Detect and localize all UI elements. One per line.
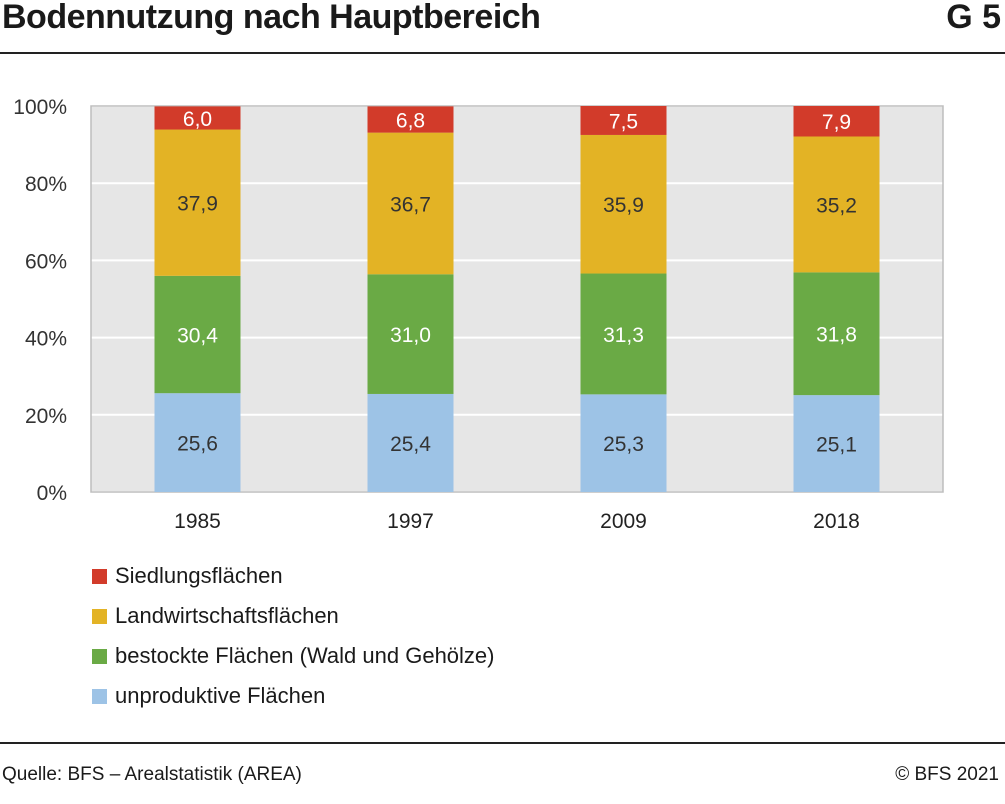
legend-swatch xyxy=(92,648,107,664)
legend-swatch xyxy=(92,688,107,704)
legend-swatch xyxy=(92,568,107,584)
bar-segment xyxy=(154,106,241,130)
bar-segment xyxy=(154,275,241,394)
data-label: 25,1 xyxy=(816,434,857,457)
bar-segment xyxy=(154,129,241,276)
top-rule xyxy=(0,52,1005,54)
bar-segment xyxy=(154,393,241,492)
data-label: 31,3 xyxy=(603,324,644,347)
bar-segment xyxy=(580,394,667,492)
legend-item: Landwirtschaftsflächen xyxy=(92,596,495,636)
source-note: Quelle: BFS – Arealstatistik (AREA) xyxy=(2,764,302,785)
legend-item: Siedlungsflächen xyxy=(92,556,495,596)
data-label: 25,4 xyxy=(390,433,431,456)
data-label: 7,5 xyxy=(609,110,638,133)
legend-label: unproduktive Flächen xyxy=(115,683,326,708)
bar-segment xyxy=(367,393,454,492)
bar-segment xyxy=(367,274,454,394)
x-tick-label: 2009 xyxy=(600,510,647,533)
stacked-bar-chart: 0% 20% 40% 60% 80% 100% 25,6 30,4 37,9 6,0 1985 25,… xyxy=(13,96,944,533)
legend-label: Landwirtschaftsflächen xyxy=(115,603,339,628)
y-tick-label: 100% xyxy=(13,96,67,119)
legend-item: unproduktive Flächen xyxy=(92,676,495,716)
bottom-rule xyxy=(0,742,1005,744)
bar-segment xyxy=(793,106,880,137)
data-label: 6,0 xyxy=(183,108,212,131)
x-tick-label: 1985 xyxy=(174,510,221,533)
legend-item: bestockte Flächen (Wald und Gehölze) xyxy=(92,636,495,676)
bar-segment xyxy=(793,272,880,396)
plot-frame xyxy=(90,105,944,493)
x-tick-label: 2018 xyxy=(813,510,860,533)
data-label: 35,9 xyxy=(603,194,644,217)
y-tick-label: 0% xyxy=(37,482,67,505)
y-tick-label: 80% xyxy=(25,173,67,196)
legend-label: Siedlungsflächen xyxy=(115,563,283,588)
bar-segment xyxy=(367,106,454,133)
legend-swatch xyxy=(92,608,107,624)
bar-segment xyxy=(580,134,667,274)
data-label: 25,6 xyxy=(177,433,218,456)
chart-title: Bodennutzung nach Hauptbereich xyxy=(2,0,541,36)
bar-segment xyxy=(793,395,880,492)
bar-segment xyxy=(580,106,667,135)
copyright-note: © BFS 2021 xyxy=(895,764,999,785)
bar-segment xyxy=(367,132,454,275)
x-tick-label: 1997 xyxy=(387,510,434,533)
figure-number: G 5 xyxy=(946,0,1001,36)
data-label: 37,9 xyxy=(177,193,218,216)
y-tick-label: 20% xyxy=(25,405,67,428)
y-tick-label: 60% xyxy=(25,250,67,273)
bar-segment xyxy=(793,136,880,273)
data-label: 31,0 xyxy=(390,324,431,347)
data-label: 25,3 xyxy=(603,433,644,456)
data-label: 31,8 xyxy=(816,324,857,347)
chart-legend: Siedlungsflächen Landwirtschaftsflächen be… xyxy=(92,556,495,716)
data-label: 36,7 xyxy=(390,193,431,216)
data-label: 7,9 xyxy=(822,111,851,134)
data-label: 35,2 xyxy=(816,194,857,217)
bar-segment xyxy=(580,273,667,395)
y-tick-label: 40% xyxy=(25,328,67,351)
legend-label: bestockte Flächen (Wald und Gehölze) xyxy=(115,643,495,668)
data-label: 6,8 xyxy=(396,110,425,133)
data-label: 30,4 xyxy=(177,325,218,348)
